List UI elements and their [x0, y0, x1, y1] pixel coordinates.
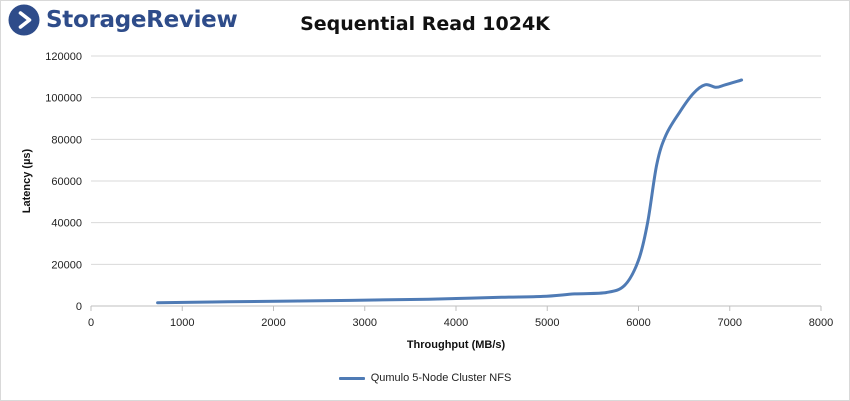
x-tick-label: 1000	[170, 317, 194, 329]
y-tick-label: 20000	[51, 259, 82, 271]
legend-swatch	[338, 376, 365, 380]
y-tick-label: 80000	[51, 134, 82, 146]
x-tick-label: 2000	[261, 317, 285, 329]
x-axis-title: Throughput (MB/s)	[407, 339, 506, 351]
chart-title: Sequential Read 1024K	[300, 13, 550, 35]
x-tick-label: 6000	[626, 317, 650, 329]
legend: Qumulo 5-Node Cluster NFS	[0, 372, 850, 384]
grid-lines	[91, 55, 821, 265]
y-axis-title: Latency (µs)	[21, 148, 33, 213]
x-tick-label: 7000	[718, 317, 742, 329]
x-axis-ticks: 0 1000 2000 3000 4000 5000 6000 7000 8000	[88, 306, 833, 329]
y-tick-label: 120000	[45, 51, 82, 63]
y-tick-label: 60000	[51, 176, 82, 188]
storagereview-logo-icon	[8, 4, 40, 36]
x-tick-label: 0	[88, 317, 94, 329]
x-tick-label: 4000	[444, 317, 468, 329]
y-axis-ticks: 0 20000 40000 60000 80000 100000 120000	[45, 51, 82, 313]
x-tick-label: 3000	[353, 317, 377, 329]
x-tick-label: 5000	[535, 317, 559, 329]
series-lines	[156, 78, 744, 305]
y-tick-label: 40000	[51, 218, 82, 230]
brand-logo: StorageReview	[8, 4, 238, 36]
legend-label: Qumulo 5-Node Cluster NFS	[370, 372, 512, 384]
y-tick-label: 0	[76, 301, 82, 313]
brand-name: StorageReview	[46, 7, 238, 33]
x-tick-label: 8000	[809, 317, 833, 329]
y-tick-label: 100000	[45, 93, 82, 105]
series-line	[156, 78, 744, 305]
